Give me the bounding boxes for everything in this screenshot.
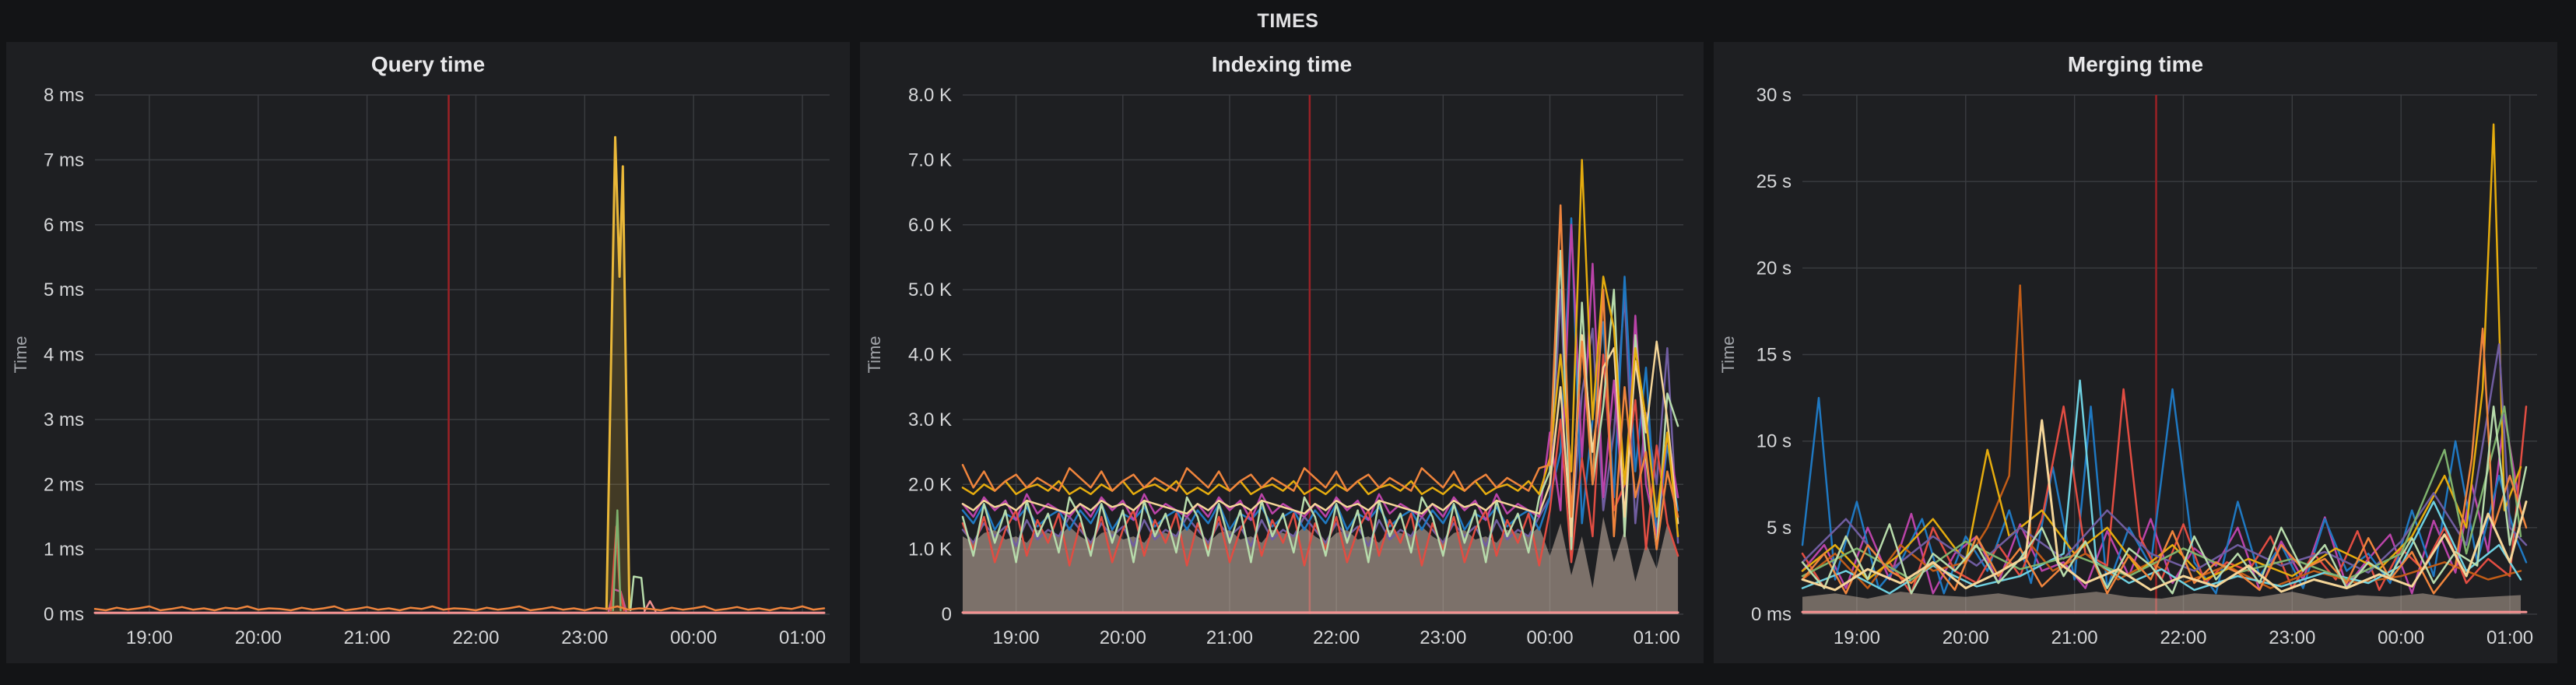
svg-text:01:00: 01:00 <box>1634 627 1680 648</box>
svg-text:22:00: 22:00 <box>2160 627 2206 648</box>
svg-text:10 s: 10 s <box>1757 431 1792 452</box>
svg-text:8.0 K: 8.0 K <box>908 87 952 106</box>
svg-text:1.0 K: 1.0 K <box>908 539 952 560</box>
svg-text:22:00: 22:00 <box>1313 627 1360 648</box>
indexing-time-chart[interactable]: 0 1.0 K 2.0 K 3.0 K 4.0 K 5.0 K 6.0 K 7.0 K 8.0 … <box>860 87 1704 663</box>
panel-title-query-time[interactable]: Query time <box>370 52 486 76</box>
svg-text:8 ms: 8 ms <box>44 87 84 106</box>
svg-text:00:00: 00:00 <box>670 627 717 648</box>
svg-text:20:00: 20:00 <box>235 627 282 648</box>
svg-text:22:00: 22:00 <box>452 627 499 648</box>
row-title[interactable]: TIMES <box>1257 9 1319 32</box>
dashboard-row-header: TIMES <box>0 0 2576 42</box>
svg-text:4.0 K: 4.0 K <box>908 345 952 366</box>
svg-text:21:00: 21:00 <box>2051 627 2098 648</box>
svg-text:20:00: 20:00 <box>1943 627 1989 648</box>
svg-text:5.0 K: 5.0 K <box>908 279 952 300</box>
svg-text:23:00: 23:00 <box>1420 627 1466 648</box>
svg-text:3.0 K: 3.0 K <box>908 409 952 430</box>
svg-text:00:00: 00:00 <box>2378 627 2424 648</box>
merging-time-chart[interactable]: 0 ms 5 s 10 s 15 s 20 s 25 s 30 s 19:00 20:00 21:… <box>1714 87 2557 663</box>
svg-text:23:00: 23:00 <box>2269 627 2315 648</box>
svg-text:21:00: 21:00 <box>344 627 391 648</box>
svg-text:1 ms: 1 ms <box>44 539 84 560</box>
svg-text:0 ms: 0 ms <box>44 604 84 625</box>
svg-text:2 ms: 2 ms <box>44 474 84 495</box>
svg-text:21:00: 21:00 <box>1206 627 1253 648</box>
svg-text:6 ms: 6 ms <box>44 215 84 236</box>
panel-merging-time: Merging time 0 ms 5 s 10 s 15 s 20 s 25 s 30 s… <box>1714 42 2557 663</box>
svg-text:0 ms: 0 ms <box>1751 604 1792 625</box>
svg-text:19:00: 19:00 <box>126 627 173 648</box>
svg-text:Time: Time <box>11 335 30 373</box>
svg-text:00:00: 00:00 <box>1526 627 1573 648</box>
svg-text:5 ms: 5 ms <box>44 279 84 300</box>
svg-text:4 ms: 4 ms <box>44 345 84 366</box>
svg-text:Time: Time <box>865 335 884 373</box>
panel-title-merging-time[interactable]: Merging time <box>2067 52 2204 76</box>
svg-text:Time: Time <box>1718 335 1738 373</box>
svg-text:23:00: 23:00 <box>561 627 608 648</box>
panel-indexing-time: Indexing time 0 1.0 K 2.0 K 3.0 K 4.0 K 5.0 K… <box>860 42 1704 663</box>
svg-text:6.0 K: 6.0 K <box>908 215 952 236</box>
query-time-chart[interactable]: 0 ms 1 ms 2 ms 3 ms 4 ms 5 ms 6 ms 7 ms 8 ms 19:0… <box>6 87 850 663</box>
svg-text:01:00: 01:00 <box>2487 627 2533 648</box>
svg-text:3 ms: 3 ms <box>44 409 84 430</box>
panel-query-time: Query time 0 ms 1 ms 2 ms 3 ms 4 ms 5 ms 6 ms 7… <box>6 42 850 663</box>
svg-text:7 ms: 7 ms <box>44 149 84 170</box>
svg-text:15 s: 15 s <box>1757 345 1792 366</box>
svg-text:20:00: 20:00 <box>1100 627 1146 648</box>
svg-text:20 s: 20 s <box>1757 258 1792 279</box>
svg-text:0: 0 <box>942 604 952 625</box>
svg-text:5 s: 5 s <box>1767 518 1792 539</box>
svg-text:30 s: 30 s <box>1757 87 1792 106</box>
svg-text:01:00: 01:00 <box>779 627 826 648</box>
svg-text:19:00: 19:00 <box>993 627 1040 648</box>
panel-title-indexing-time[interactable]: Indexing time <box>1211 52 1353 76</box>
svg-text:25 s: 25 s <box>1757 171 1792 192</box>
svg-text:19:00: 19:00 <box>1834 627 1880 648</box>
svg-text:7.0 K: 7.0 K <box>908 149 952 170</box>
svg-text:2.0 K: 2.0 K <box>908 474 952 495</box>
